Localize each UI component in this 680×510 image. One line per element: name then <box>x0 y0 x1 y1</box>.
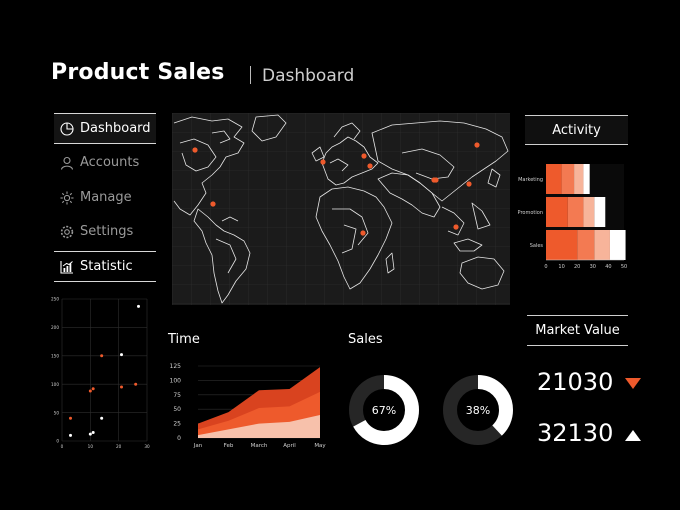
sun-icon <box>60 191 74 205</box>
sales-label: Sales <box>348 332 383 347</box>
sidebar-item-label: Manage <box>80 190 132 205</box>
y-tick-label: 125 <box>170 363 182 370</box>
x-tick-label: 0 <box>544 264 547 270</box>
x-tick-label: 20 <box>574 264 580 270</box>
donut-percent-label: 67% <box>372 404 396 417</box>
bar-chart-icon <box>60 260 74 274</box>
map-pins <box>192 142 480 236</box>
scatter-point <box>91 387 95 391</box>
page-subtitle: Dashboard <box>250 66 354 86</box>
scatter-point <box>137 304 140 308</box>
scatter-point <box>69 433 72 437</box>
title-divider <box>250 66 251 84</box>
y-tick-label: 100 <box>51 382 59 387</box>
scatter-point <box>88 389 92 393</box>
sidebar-item-label: Settings <box>80 224 134 239</box>
x-tick-label: April <box>283 443 296 449</box>
time-label: Time <box>168 332 200 347</box>
donut-fill <box>443 375 513 445</box>
activity-bar-segment <box>574 164 584 194</box>
statistic-scatter-chart: 0 50 100 150 200 250 0 10 20 30 <box>51 297 150 449</box>
activity-bar-segment <box>594 230 610 260</box>
sidebar-item-accounts[interactable]: Accounts <box>54 147 156 178</box>
subtitle-text: Dashboard <box>262 66 355 86</box>
gear-icon <box>60 225 74 239</box>
trend-up-icon <box>625 430 641 441</box>
activity-bar-segment <box>567 197 584 227</box>
world-map <box>172 113 510 305</box>
sales-donut-charts: 67% 38% <box>349 375 513 445</box>
time-area-chart: 0 25 50 75 100 125 Jan Feb March April May <box>170 363 327 449</box>
sidebar-item-label: Dashboard <box>80 121 151 136</box>
trend-down-icon <box>625 378 641 389</box>
y-tick-label: 200 <box>51 325 59 330</box>
market-value-number: 21030 <box>537 368 614 396</box>
scatter-point <box>100 416 104 420</box>
activity-bar-segment <box>609 230 626 260</box>
market-value-number: 32130 <box>537 419 614 447</box>
y-tick-label: 250 <box>51 297 59 302</box>
area-series <box>198 414 320 438</box>
x-tick-label: 0 <box>61 444 64 449</box>
activity-bar-segment <box>561 164 575 194</box>
category-label: Promotion <box>518 210 543 216</box>
sidebar-item-label: Statistic <box>80 259 133 274</box>
y-tick-label: 100 <box>170 377 182 384</box>
scatter-point <box>69 416 72 420</box>
y-tick-label: 50 <box>173 406 181 413</box>
x-tick-label: March <box>251 443 268 449</box>
scatter-point <box>91 430 95 434</box>
sidebar-item-settings[interactable]: Settings <box>54 216 156 247</box>
scatter-point <box>100 354 104 358</box>
scatter-point <box>120 385 123 389</box>
activity-bar-segment <box>577 230 595 260</box>
market-value-header: Market Value <box>527 315 628 346</box>
activity-bar-segment <box>583 197 595 227</box>
y-tick-label: 0 <box>56 439 59 444</box>
scatter-point <box>120 353 123 357</box>
x-tick-label: 30 <box>590 264 596 270</box>
activity-bar-segment <box>546 164 562 194</box>
activity-bar-segment <box>546 197 568 227</box>
y-tick-label: 50 <box>54 410 60 415</box>
donut-fill <box>349 375 419 445</box>
category-label: Sales <box>530 243 544 249</box>
x-tick-label: 50 <box>621 264 627 270</box>
world-map-svg <box>172 113 510 305</box>
market-value-row: 21030 <box>537 368 641 396</box>
x-tick-label: 40 <box>605 264 611 270</box>
sidebar-item-dashboard[interactable]: Dashboard <box>54 113 156 144</box>
scatter-point <box>134 382 138 386</box>
sidebar-item-label: Accounts <box>80 155 140 170</box>
market-value-row: 32130 <box>537 419 641 447</box>
scatter-point <box>88 432 92 436</box>
activity-bar-segment <box>546 230 578 260</box>
page-title: Product Sales <box>51 60 225 85</box>
activity-bar-chart: Marketing Promotion Sales 0 10 20 30 40 50 <box>518 164 627 270</box>
donut-percent-label: 38% <box>466 404 490 417</box>
x-tick-label: Jan <box>193 443 203 449</box>
y-tick-label: 150 <box>51 354 59 359</box>
x-tick-label: 10 <box>558 264 564 270</box>
y-tick-label: 0 <box>177 435 181 442</box>
activity-header: Activity <box>525 115 628 145</box>
x-tick-label: Feb <box>224 443 234 449</box>
activity-bar-segment <box>583 164 590 194</box>
sidebar-item-statistic[interactable]: Statistic <box>54 251 156 282</box>
x-tick-label: 30 <box>144 444 150 449</box>
sidebar-item-manage[interactable]: Manage <box>54 182 156 213</box>
user-icon <box>60 156 74 170</box>
pie-chart-icon <box>60 121 74 136</box>
x-tick-label: 10 <box>88 444 94 449</box>
x-tick-label: 20 <box>116 444 122 449</box>
category-label: Marketing <box>518 177 543 183</box>
activity-bar-segment <box>594 197 606 227</box>
x-tick-label: May <box>314 443 326 449</box>
y-tick-label: 75 <box>173 392 181 399</box>
y-tick-label: 25 <box>173 421 181 428</box>
